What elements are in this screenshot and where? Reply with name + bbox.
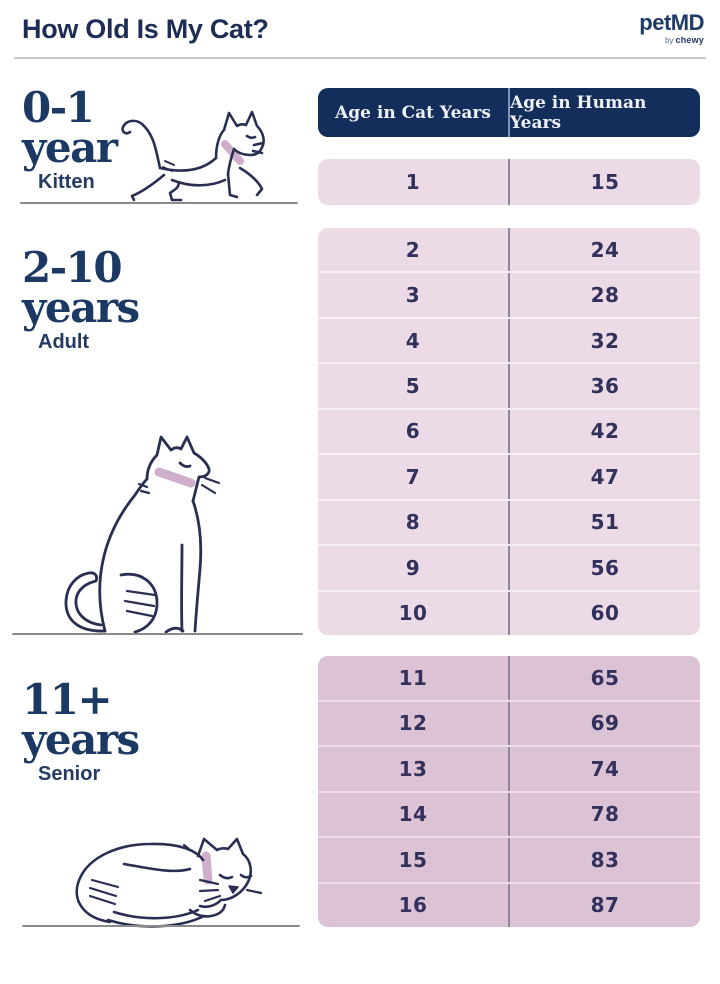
age-row: 15 83 — [318, 838, 700, 884]
senior-age-table: 11 65 12 69 13 74 14 78 15 83 16 87 — [318, 656, 700, 927]
human-years-cell: 69 — [590, 711, 620, 736]
age-row: 7 47 — [318, 455, 700, 501]
adult-age-table: 2 24 3 28 4 32 5 36 6 42 7 47 8 51 9 56 10 60 — [318, 228, 700, 635]
kitten-age-range: 0-1 — [22, 83, 95, 132]
byline-prefix: by — [665, 36, 674, 45]
human-years-cell: 74 — [590, 756, 620, 781]
sleeping-cat-icon — [75, 837, 263, 928]
cat-years-cell: 3 — [318, 273, 510, 317]
age-row: 10 60 — [318, 591, 700, 635]
age-row: 9 56 — [318, 546, 700, 592]
kitten-age-unit: year — [22, 123, 118, 172]
human-years-cell: 36 — [590, 374, 620, 399]
walking-kitten-icon — [121, 110, 265, 202]
adult-ground-line — [12, 633, 303, 635]
kitten-ground-line — [20, 202, 298, 204]
age-row: 6 42 — [318, 409, 700, 456]
human-years-cell: 65 — [590, 665, 620, 690]
age-row: 13 74 — [318, 747, 700, 793]
human-years-cell: 87 — [590, 893, 620, 918]
human-years-cell: 78 — [590, 802, 620, 827]
kitten-illustration — [102, 88, 302, 208]
human-years-cell: 15 — [590, 170, 620, 194]
cat-years-cell: 4 — [318, 318, 510, 363]
human-years-cell: 47 — [590, 464, 620, 489]
cat-years-cell: 11 — [318, 656, 510, 700]
cat-years-cell: 6 — [318, 409, 510, 454]
human-years-cell: 83 — [590, 847, 620, 872]
senior-section-label: 11+ years Senior — [22, 675, 140, 786]
human-years-cell: 60 — [590, 601, 620, 626]
petmd-logo: petMD by chewy — [639, 10, 704, 46]
adult-illustration — [35, 425, 245, 637]
human-years-column-header: Age in Human Years — [510, 92, 647, 133]
adult-stage-label: Adult — [38, 331, 90, 353]
human-years-cell: 51 — [590, 510, 620, 535]
page-title: How Old Is My Cat? — [22, 14, 269, 44]
table-header: Age in Cat Years Age in Human Years — [318, 88, 700, 137]
age-row: 2 24 — [318, 228, 700, 274]
human-years-cell: 42 — [590, 419, 620, 444]
kitten-stage-label: Kitten — [38, 171, 95, 193]
cat-years-column-header: Age in Cat Years — [318, 88, 510, 137]
cat-years-cell: 8 — [318, 500, 510, 545]
sitting-cat-icon — [64, 435, 221, 634]
human-years-cell: 56 — [590, 555, 620, 580]
adult-age-unit: years — [22, 283, 140, 332]
cat-years-cell: 16 — [318, 883, 510, 927]
cat-years-cell: 2 — [318, 228, 510, 272]
cat-years-cell: 13 — [318, 747, 510, 791]
cat-years-cell: 14 — [318, 792, 510, 836]
cat-years-cell: 12 — [318, 701, 510, 745]
age-row: 16 87 — [318, 883, 700, 927]
cat-years-cell: 1 — [318, 159, 510, 205]
human-years-cell: 24 — [590, 237, 620, 262]
age-row: 3 28 — [318, 273, 700, 319]
cat-years-cell: 5 — [318, 364, 510, 408]
adult-section-label: 2-10 years Adult — [22, 243, 140, 354]
senior-illustration — [40, 828, 290, 932]
age-row: 1 15 — [318, 159, 700, 205]
age-row: 8 51 — [318, 500, 700, 547]
age-row: 5 36 — [318, 364, 700, 410]
chewy-byline: by chewy — [639, 35, 704, 45]
age-row: 4 32 — [318, 318, 700, 365]
age-row: 12 69 — [318, 701, 700, 747]
chewy-logo-text: chewy — [675, 35, 704, 45]
age-row: 11 65 — [318, 656, 700, 702]
cat-years-cell: 7 — [318, 455, 510, 499]
human-years-cell: 32 — [590, 328, 620, 353]
human-years-cell: 28 — [590, 283, 620, 308]
senior-ground-line — [22, 925, 300, 927]
cat-years-cell: 9 — [318, 546, 510, 590]
adult-age-range: 2-10 — [22, 243, 123, 292]
senior-stage-label: Senior — [38, 763, 101, 785]
cat-years-cell: 15 — [318, 838, 510, 882]
kitten-section-label: 0-1 year Kitten — [22, 83, 118, 194]
petmd-logo-text: petMD — [639, 10, 704, 35]
kitten-age-table: 1 15 — [318, 159, 700, 205]
cat-years-cell: 10 — [318, 591, 510, 635]
header-divider — [14, 57, 706, 59]
senior-age-unit: years — [22, 715, 140, 764]
senior-age-range: 11+ — [22, 675, 113, 724]
age-row: 14 78 — [318, 792, 700, 838]
